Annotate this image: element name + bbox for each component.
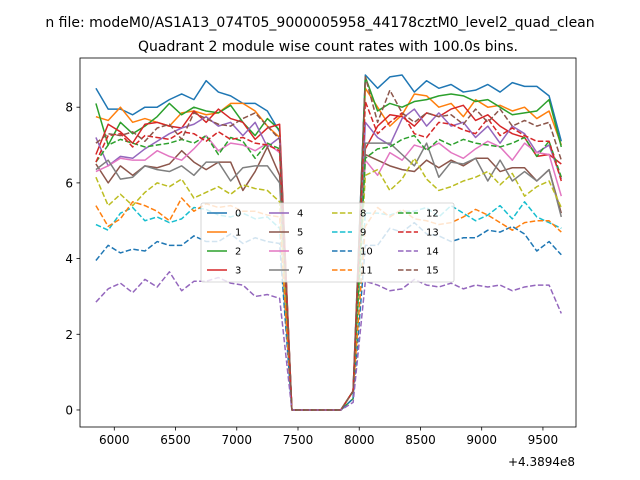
legend-label-12: 12 <box>426 209 439 220</box>
series-line-11 <box>95 197 562 411</box>
legend-label-11: 11 <box>360 266 373 277</box>
x-tick-label: 6000 <box>99 433 130 447</box>
legend-label-9: 9 <box>360 228 366 239</box>
x-tick-label: 8000 <box>344 433 375 447</box>
y-tick-label: 2 <box>65 328 73 342</box>
y-tick-label: 6 <box>65 176 73 190</box>
legend-label-4: 4 <box>297 209 303 220</box>
legend-label-15: 15 <box>426 266 439 277</box>
x-tick-label: 7000 <box>221 433 252 447</box>
chart-title: Quadrant 2 module wise count rates with … <box>138 39 518 55</box>
series-line-15 <box>95 76 563 411</box>
x-tick-label: 6500 <box>160 433 191 447</box>
legend-box <box>200 202 455 283</box>
legend-label-14: 14 <box>426 247 439 258</box>
series-line-9 <box>95 201 562 411</box>
axes-frame <box>79 57 577 428</box>
y-axis: 0 2 4 6 8 <box>65 101 80 417</box>
y-tick-label: 0 <box>65 403 73 417</box>
legend-label-6: 6 <box>297 247 303 258</box>
legend-label-8: 8 <box>360 209 366 220</box>
series-layer <box>95 74 563 411</box>
legend-label-7: 7 <box>297 266 303 277</box>
legend-label-13: 13 <box>426 228 439 239</box>
legend-label-1: 1 <box>235 228 241 239</box>
y-tick-label: 8 <box>65 101 73 115</box>
x-tick-label: 7500 <box>283 433 314 447</box>
x-tick-label: 9500 <box>528 433 559 447</box>
legend-label-10: 10 <box>360 247 373 258</box>
legend-label-0: 0 <box>235 209 241 220</box>
x-offset-label: +4.3894e8 <box>508 455 575 469</box>
x-axis: 6000 6500 7000 7500 8000 8500 9000 9500 <box>99 427 558 447</box>
figure-suptitle: n file: modeM0/AS1A13_074T05_9000005958_… <box>45 15 594 31</box>
legend-label-2: 2 <box>235 247 241 258</box>
series-line-14 <box>95 271 562 411</box>
x-tick-label: 8500 <box>405 433 436 447</box>
series-line-13 <box>95 100 563 411</box>
legend-label-5: 5 <box>297 228 303 239</box>
x-tick-label: 9000 <box>466 433 497 447</box>
y-tick-label: 4 <box>65 252 73 266</box>
legend-label-3: 3 <box>235 266 241 277</box>
